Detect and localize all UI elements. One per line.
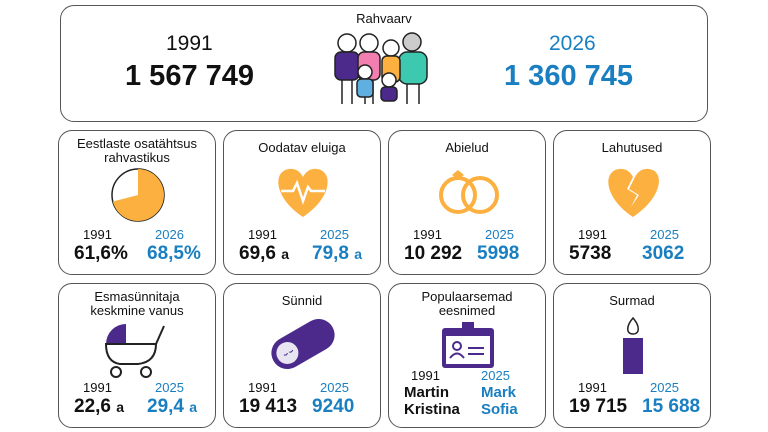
value: 79,8 a [312,243,362,265]
value: 69,6 a [239,243,289,265]
title-line: keskmine vanus [90,303,184,318]
year: 1991 [248,227,277,242]
value: 68,5% [147,243,201,265]
card-icon [104,324,165,378]
card-title: Lahutused [554,141,710,155]
card-title: Esmasünnitaja keskmine vanus [59,290,215,318]
card-icon [442,322,494,368]
title-line: rahvastikus [104,150,170,165]
number: 22,6 [74,396,111,417]
year: 1991 [83,227,112,242]
title-line: Lahutused [601,140,663,155]
year: 1991 [248,380,277,395]
value: 3062 [642,243,684,265]
stat-card: Lahutused 1991 2025 5738 3062 [553,130,711,275]
name: Mark [481,384,517,401]
unit: a [116,399,125,415]
card-title: Eestlaste osatähtsus rahvastikus [59,137,215,165]
title-line: Sünnid [281,293,323,308]
number: 9240 [312,396,355,417]
year: 2025 [155,380,184,395]
card-title: Oodatav eluiga [224,141,380,155]
value: Martin Kristina [404,384,460,418]
value: 5738 [569,243,611,265]
year: 1991 [83,380,112,395]
value: 22,6 a [74,396,124,418]
year: 2026 [155,227,184,242]
title-line: Abielud [445,140,489,155]
value: Mark Sofia [481,384,518,418]
header-card: Rahvaarv 1991 1 567 749 2026 1 360 745 [60,5,708,122]
year: 1991 [166,32,213,55]
stat-card: Sünnid 1991 2025 19 413 9240 [223,283,381,428]
year: 1991 [413,227,442,242]
value: 1 567 749 [125,60,255,92]
card-icon [271,319,335,369]
stat-card: Eestlaste osatähtsus rahvastikus 1991 2026 6… [58,130,216,275]
number: 61,6% [74,243,128,264]
card-icon [278,168,328,217]
value: 10 292 [404,243,462,265]
year: 1991 [578,380,607,395]
name: Kristina [404,401,460,418]
card-title: Populaarsemad eesnimed [389,290,545,318]
value: 1 360 745 [504,60,634,92]
stat-card: Esmasünnitaja keskmine vanus 1991 2025 22,6 … [58,283,216,428]
title-line: Esmasünnitaja [94,289,180,304]
stat-card: Surmad 1991 2025 19 715 15 688 [553,283,711,428]
number: 10 292 [404,243,463,264]
card-icon [439,170,499,214]
unit: a [354,246,363,262]
number: 19 413 [239,396,298,417]
title-line: Oodatav eluiga [258,140,346,155]
value: 5998 [477,243,519,265]
number: 79,8 [312,243,349,264]
year: 2026 [549,32,596,55]
title-line: Populaarsemad [421,289,513,304]
card-icon [623,316,643,374]
value: 9240 [312,396,354,418]
card-icon [608,168,659,217]
number: 3062 [642,243,685,264]
name: Sofia [481,401,518,418]
number: 29,4 [147,396,184,417]
year: 1991 [578,227,607,242]
number: 19 715 [569,396,628,417]
year: 2025 [320,227,349,242]
unit: a [281,246,290,262]
number: 15 688 [642,396,701,417]
year: 2025 [485,227,514,242]
value: 29,4 a [147,396,197,418]
value: 19 715 [569,396,627,418]
unit: a [189,399,198,415]
value: 19 413 [239,396,297,418]
year: 2025 [650,227,679,242]
year: 2025 [650,380,679,395]
stat-card: Oodatav eluiga 1991 2025 69,6 a 79,8 a [223,130,381,275]
family-icon [334,32,428,104]
number: 68,5% [147,243,201,264]
header-title: Rahvaarv [356,11,412,26]
year: 1991 [411,368,440,383]
card-title: Sünnid [224,294,380,308]
value: 61,6% [74,243,128,265]
card-title: Abielud [389,141,545,155]
number: 5738 [569,243,612,264]
title-line: eesnimed [438,303,496,318]
stat-card: Abielud 1991 2025 10 292 5998 [388,130,546,275]
title-line: Eestlaste osatähtsus [77,136,197,151]
value: 15 688 [642,396,700,418]
card-title: Surmad [554,294,710,308]
card-icon [111,168,165,222]
name: Martin [404,384,449,401]
year: 2025 [481,368,510,383]
year: 2025 [320,380,349,395]
title-line: Surmad [609,293,655,308]
number: 69,6 [239,243,276,264]
number: 5998 [477,243,520,264]
stat-card: Populaarsemad eesnimed 1991 2025 Martin Krist… [388,283,546,428]
